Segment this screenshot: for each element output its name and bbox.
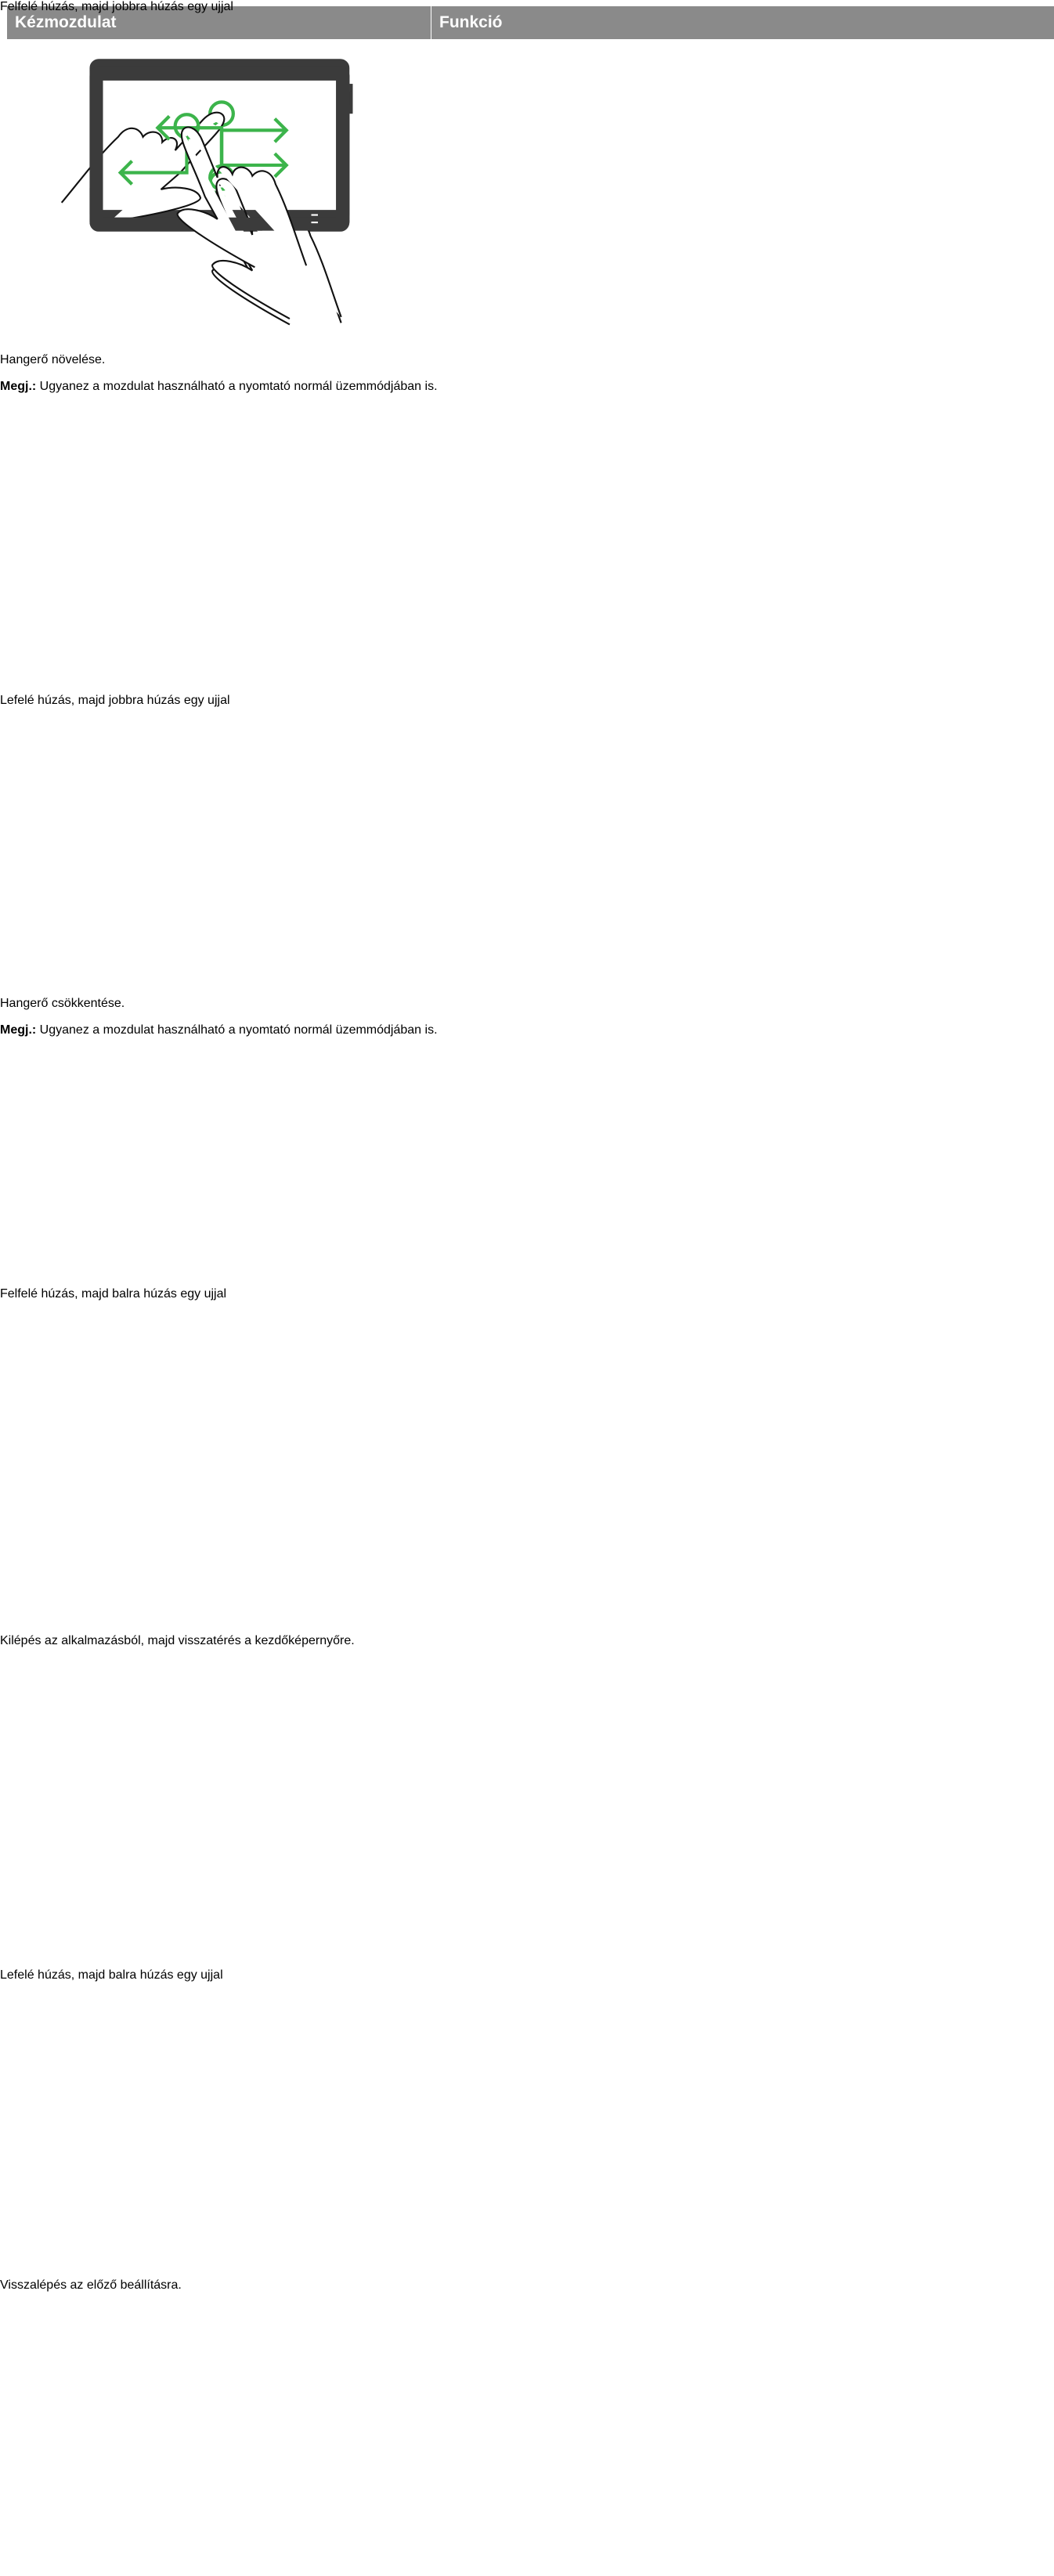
- tablet-logo: [311, 214, 318, 216]
- gesture-illustration: [89, 66, 353, 269]
- function-text: Hangerő növelése.: [0, 353, 106, 366]
- tablet-button: [349, 91, 353, 114]
- note-text: Ugyanez a mozdulat használható a nyomtat…: [39, 1023, 438, 1037]
- gesture-text: Felfelé húzás, majd jobbra húzás egy ujj…: [0, 0, 233, 13]
- gesture-text: Felfelé húzás, majd balra húzás egy ujja…: [0, 1287, 227, 1301]
- function-cell: Hangerő csökkentése. Megj.: Ugyanez a moz…: [0, 997, 623, 1287]
- function-cell: Visszalépés az előző beállításra.: [0, 2278, 623, 2576]
- column-header: Kézmozdulat: [7, 6, 431, 39]
- arrow-head: [117, 160, 134, 186]
- function-text: Kilépés az alkalmazásból, majd visszatér…: [0, 1634, 355, 1647]
- touch-point: [173, 113, 200, 140]
- function-cell: Kilépés az alkalmazásból, majd visszatér…: [0, 1634, 623, 1968]
- function-text: Visszalépés az előző beállításra.: [0, 2278, 182, 2292]
- hand: [176, 126, 308, 269]
- arrow-head: [273, 152, 289, 179]
- swipe-arrow: [120, 137, 189, 175]
- function-text: Hangerő csökkentése.: [0, 997, 125, 1010]
- note-label: Megj.:: [0, 1023, 37, 1037]
- arrow-head: [155, 114, 171, 141]
- column-header: Funkció: [431, 6, 1054, 39]
- swipe-arrow: [157, 126, 224, 167]
- gesture-cell: Lefelé húzás, majd jobbra húzás egy ujja…: [0, 59, 424, 984]
- function-cell: Hangerő növelése. Megj.: Ugyanez a mozdul…: [0, 353, 623, 694]
- arrow-head: [273, 117, 289, 143]
- note: Megj.: Ugyanez a mozdulat használható a …: [0, 1023, 623, 1037]
- note-label: Megj.:: [0, 380, 37, 393]
- gesture-cell: Felfelé húzás, majd balra húzás egy ujja…: [0, 66, 424, 1622]
- tablet-logo: [311, 222, 318, 224]
- gesture-cell: Lefelé húzás, majd balra húzás egy ujjal: [0, 66, 424, 2266]
- note: Megj.: Ugyanez a mozdulat használható a …: [0, 380, 623, 394]
- note-text: Ugyanez a mozdulat használható a nyomtat…: [39, 380, 438, 393]
- gesture-text: Lefelé húzás, majd balra húzás egy ujjal: [0, 1968, 223, 1982]
- page: Kézmozdulat Funkció Felfelé húzás, majd …: [0, 0, 1054, 2292]
- gesture-text: Lefelé húzás, majd jobbra húzás egy ujja…: [0, 694, 230, 707]
